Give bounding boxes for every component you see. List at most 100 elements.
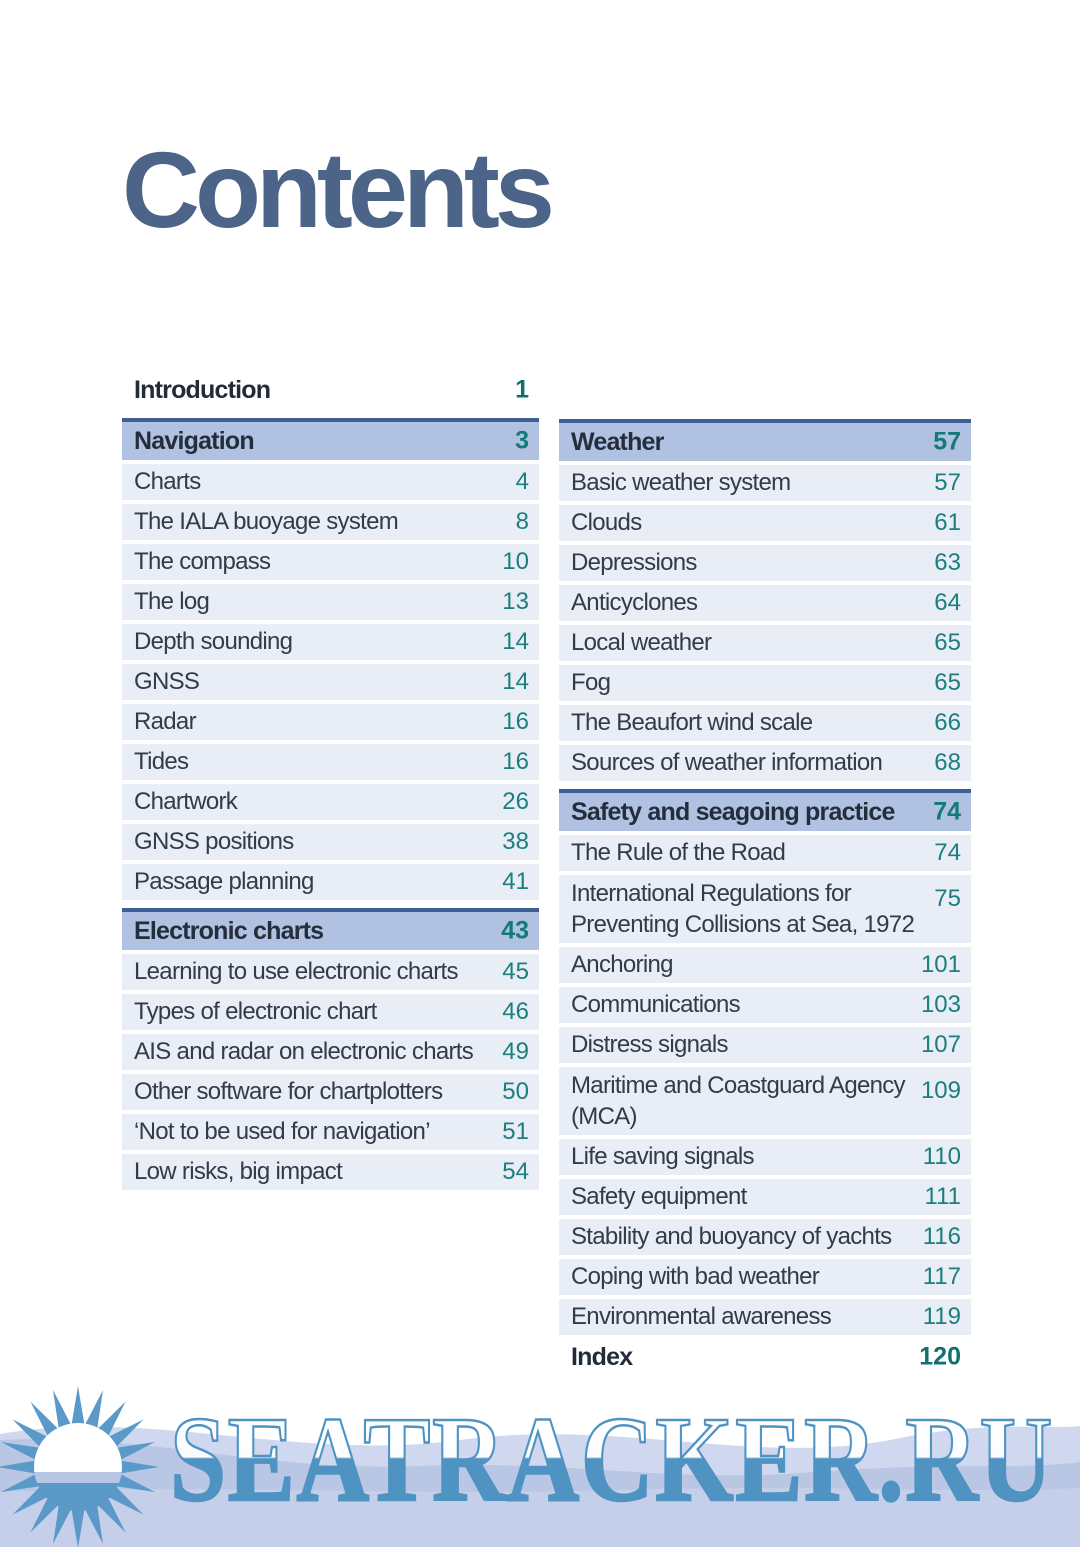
toc-entry: Passage planning 41 (122, 864, 539, 900)
toc-entry: Basic weather system 57 (559, 465, 971, 501)
toc-entry: Distress signals 107 (559, 1027, 971, 1063)
toc-entry-label: Learning to use electronic charts (134, 958, 458, 985)
toc-page-number: 45 (502, 958, 529, 985)
toc-page-number: 64 (934, 589, 961, 616)
toc-entry-label: GNSS (134, 668, 200, 695)
toc-entry: Environmental awareness 119 (559, 1299, 971, 1335)
toc-entry-label: Coping with bad weather (571, 1263, 820, 1290)
watermark: SEATRACKER.RU (0, 1370, 1080, 1547)
toc-page-number: 49 (502, 1038, 529, 1065)
toc-entry: Communications 103 (559, 987, 971, 1023)
toc-entry: Stability and buoyancy of yachts 116 (559, 1219, 971, 1255)
toc-page-number: 117 (922, 1263, 961, 1290)
toc-section-header: Safety and seagoing practice 74 (559, 789, 971, 831)
toc-entry-label: The Rule of the Road (571, 839, 786, 866)
toc-entry-label: Basic weather system (571, 469, 791, 496)
toc-page-number: 4 (515, 468, 529, 495)
toc-entry-label: Radar (134, 708, 197, 735)
toc-entry: Introduction 1 (122, 372, 539, 408)
toc-page-number: 110 (922, 1143, 961, 1170)
toc-entry: AIS and radar on electronic charts 49 (122, 1034, 539, 1070)
toc-entry: Life saving signals 110 (559, 1139, 971, 1175)
toc-section-header: Weather 57 (559, 419, 971, 461)
toc-entry: Types of electronic chart 46 (122, 994, 539, 1030)
toc-entry: Low risks, big impact 54 (122, 1154, 539, 1190)
toc-entry-label: Fog (571, 669, 611, 696)
toc-entry-label: Life saving signals (571, 1143, 755, 1170)
toc-entry-label: International Regulations for Preventing… (571, 880, 915, 938)
toc-page-number: 3 (515, 426, 529, 455)
toc-entry-label: GNSS positions (134, 828, 294, 855)
toc-page-number: 38 (502, 828, 529, 855)
page-title: Contents (122, 129, 555, 250)
toc-entry: Radar 16 (122, 704, 539, 740)
toc-page-number: 46 (502, 998, 529, 1025)
toc-page-number: 1 (515, 375, 529, 404)
toc-page-number: 16 (502, 708, 529, 735)
toc-page-number: 63 (934, 549, 961, 576)
toc-entry-label: Types of electronic chart (134, 998, 377, 1025)
toc-entry: The log 13 (122, 584, 539, 620)
toc-entry: International Regulations for Preventing… (559, 875, 971, 943)
toc-page-number: 16 (502, 748, 529, 775)
toc-entry-label: Index (571, 1342, 633, 1371)
toc-page-number: 120 (919, 1342, 961, 1371)
toc-page-number: 8 (515, 508, 529, 535)
toc-entry: Chartwork 26 (122, 784, 539, 820)
toc-page-number: 57 (934, 469, 961, 496)
toc-page-number: 54 (502, 1158, 529, 1185)
toc-entry: Safety equipment 111 (559, 1179, 971, 1215)
toc-page-number: 66 (934, 709, 961, 736)
toc-entry-label: Clouds (571, 509, 642, 536)
toc-entry: Local weather 65 (559, 625, 971, 661)
toc-entry-label: Charts (134, 468, 201, 495)
toc-entry: Fog 65 (559, 665, 971, 701)
toc-entry-label: ‘Not to be used for navigation’ (134, 1118, 431, 1145)
toc-column-left: Introduction 1 Navigation 3 Charts 4 The IALA … (122, 372, 539, 1190)
toc-entry: ‘Not to be used for navigation’ 51 (122, 1114, 539, 1150)
toc-entry: The compass 10 (122, 544, 539, 580)
toc-page-number: 10 (502, 548, 529, 575)
toc-page-number: 43 (501, 916, 529, 945)
toc-entry: Learning to use electronic charts 45 (122, 954, 539, 990)
toc-page-number: 101 (920, 951, 961, 978)
toc-page-number: 61 (934, 509, 961, 536)
toc-page-number: 65 (934, 629, 961, 656)
toc-entry: Other software for chartplotters 50 (122, 1074, 539, 1110)
toc-page-number: 116 (922, 1223, 961, 1250)
toc-entry: Anchoring 101 (559, 947, 971, 983)
toc-entry-label: Local weather (571, 629, 712, 656)
toc-page-number: 74 (933, 797, 961, 826)
toc-entry-label: Weather (571, 427, 664, 456)
toc-entry-label: The IALA buoyage system (134, 508, 399, 535)
toc-section-header: Navigation 3 (122, 418, 539, 460)
toc-page-number: 41 (502, 868, 529, 895)
toc-entry-label: Anchoring (571, 951, 673, 978)
toc-page-number: 68 (934, 749, 961, 776)
toc-page-number: 13 (502, 588, 529, 615)
toc-entry-label: Sources of weather information (571, 749, 883, 776)
toc-column-right: Weather 57 Basic weather system 57 Clouds 61 D… (559, 419, 971, 1375)
toc-entry-label: Low risks, big impact (134, 1158, 343, 1185)
toc-page-number: 65 (934, 669, 961, 696)
toc-entry: The Rule of the Road 74 (559, 835, 971, 871)
toc-entry-label: Distress signals (571, 1031, 729, 1058)
toc-entry: Sources of weather information 68 (559, 745, 971, 781)
toc-entry-label: Stability and buoyancy of yachts (571, 1223, 892, 1250)
toc-page-number: 14 (502, 628, 529, 655)
toc-entry-label: Passage planning (134, 868, 314, 895)
toc-page-number: 51 (502, 1118, 529, 1145)
toc-entry-label: Navigation (134, 426, 255, 455)
sun-wave-band (34, 1472, 122, 1483)
toc-page-number: 14 (502, 668, 529, 695)
toc-entry-label: Introduction (134, 375, 271, 404)
watermark-text: SEATRACKER.RU (170, 1392, 1054, 1527)
toc-entry: Depth sounding 14 (122, 624, 539, 660)
toc-entry: GNSS positions 38 (122, 824, 539, 860)
toc-page-number: 119 (922, 1303, 961, 1330)
toc-entry-label: AIS and radar on electronic charts (134, 1038, 474, 1065)
seatracker-watermark-graphic: SEATRACKER.RU (0, 1386, 1080, 1547)
toc-entry-label: The Beaufort wind scale (571, 709, 813, 736)
toc-entry-label: Chartwork (134, 788, 238, 815)
